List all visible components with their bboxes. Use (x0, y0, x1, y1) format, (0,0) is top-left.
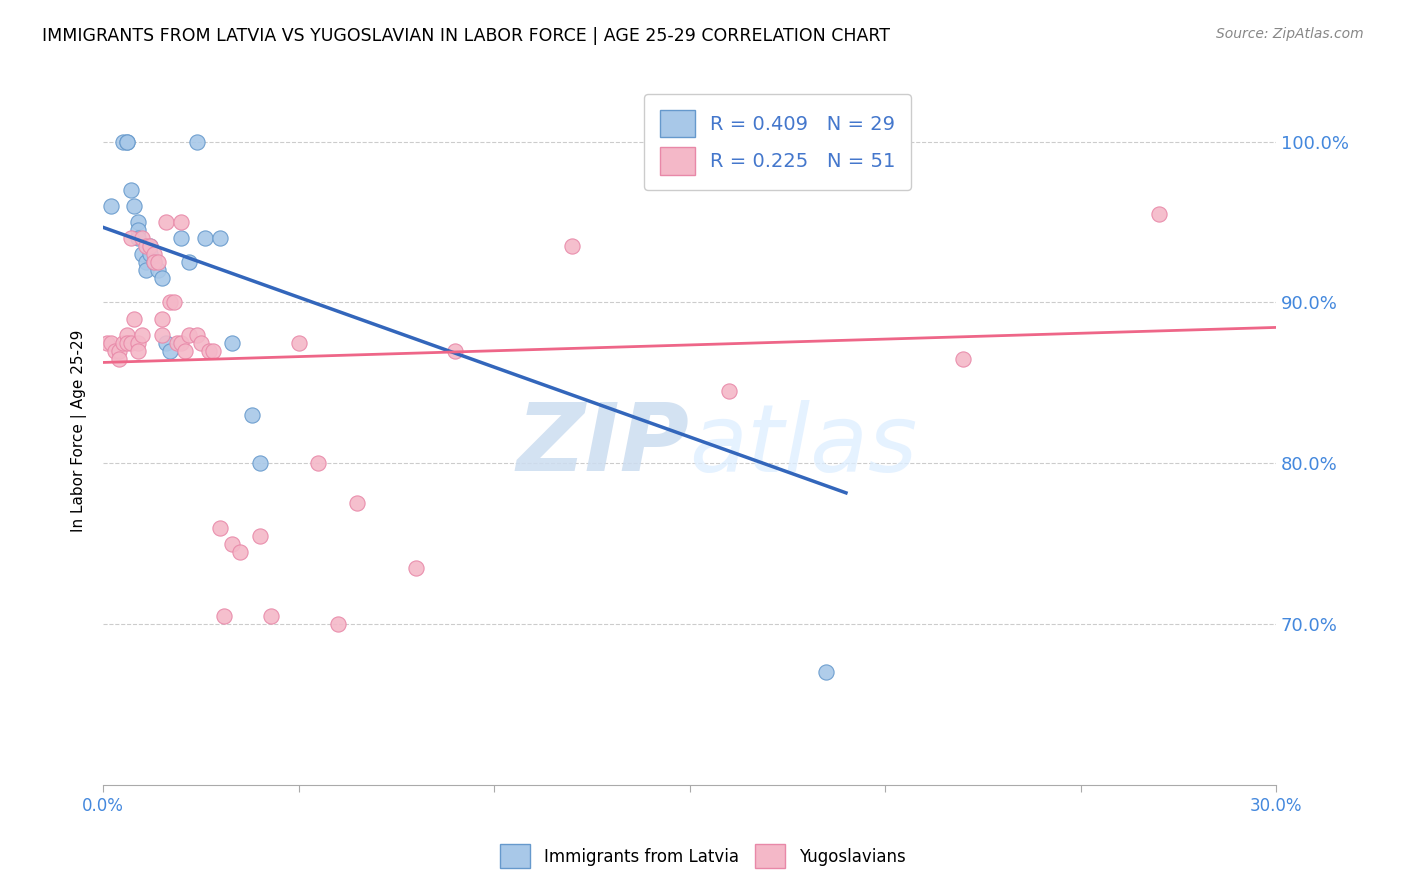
Point (150, 311, 173, 326)
Point (120, 335, 142, 350)
Point (186, 135, 208, 149)
Point (146, 263, 169, 277)
Point (561, 239, 583, 253)
Point (111, 135, 134, 149)
Point (190, 335, 212, 350)
Point (287, 335, 309, 350)
Point (170, 231, 193, 245)
Point (194, 231, 217, 245)
Point (139, 239, 162, 253)
Point (135, 255, 157, 269)
Point (143, 255, 166, 269)
Point (135, 263, 157, 277)
Point (159, 343, 181, 358)
Point (229, 544, 252, 558)
Point (186, 327, 208, 342)
Point (166, 335, 188, 350)
Point (260, 609, 283, 624)
Point (307, 456, 329, 470)
Point (120, 183, 142, 197)
Point (143, 255, 166, 269)
Point (221, 335, 243, 350)
Point (697, 135, 720, 149)
Point (170, 215, 193, 229)
Point (209, 231, 232, 245)
Point (131, 247, 153, 261)
Point (127, 335, 149, 350)
Point (179, 327, 201, 342)
Point (444, 343, 467, 358)
Point (127, 343, 149, 358)
Point (162, 295, 184, 310)
Point (197, 343, 219, 358)
Point (155, 215, 177, 229)
Point (174, 343, 197, 358)
Point (155, 335, 177, 350)
Point (135, 239, 157, 253)
Point (127, 223, 149, 237)
Point (139, 239, 162, 253)
Point (104, 343, 127, 358)
Point (221, 536, 243, 550)
Point (405, 560, 427, 574)
Point (249, 456, 271, 470)
Point (1147, 207, 1170, 221)
Legend: Immigrants from Latvia, Yugoslavians: Immigrants from Latvia, Yugoslavians (494, 838, 912, 875)
Point (115, 335, 138, 350)
Text: ZIP: ZIP (517, 400, 689, 491)
Text: atlas: atlas (689, 400, 918, 491)
Point (249, 528, 271, 542)
Point (108, 351, 131, 366)
Point (115, 327, 138, 342)
Point (815, 665, 838, 680)
Point (717, 384, 740, 398)
Text: Source: ZipAtlas.com: Source: ZipAtlas.com (1216, 27, 1364, 41)
Point (326, 617, 349, 632)
Point (96, 335, 118, 350)
Point (115, 135, 138, 149)
Point (127, 215, 149, 229)
Point (111, 335, 134, 350)
Text: IMMIGRANTS FROM LATVIA VS YUGOSLAVIAN IN LABOR FORCE | AGE 25-29 CORRELATION CHA: IMMIGRANTS FROM LATVIA VS YUGOSLAVIAN IN… (42, 27, 890, 45)
Point (100, 335, 122, 350)
Point (146, 255, 169, 269)
Point (240, 408, 263, 422)
Point (150, 327, 173, 342)
Point (150, 271, 173, 285)
Point (100, 199, 122, 213)
Point (209, 520, 232, 534)
Point (201, 343, 224, 358)
Point (159, 295, 181, 310)
Point (873, 135, 896, 149)
Point (124, 311, 146, 326)
Point (179, 255, 201, 269)
Y-axis label: In Labor Force | Age 25-29: In Labor Force | Age 25-29 (72, 330, 87, 533)
Point (131, 327, 153, 342)
Point (952, 351, 974, 366)
Point (346, 496, 368, 510)
Point (127, 231, 149, 245)
Point (124, 199, 146, 213)
Point (139, 247, 162, 261)
Point (120, 231, 142, 245)
Point (108, 343, 131, 358)
Legend: R = 0.409   N = 29, R = 0.225   N = 51: R = 0.409 N = 29, R = 0.225 N = 51 (644, 95, 911, 190)
Point (115, 135, 138, 149)
Point (143, 247, 166, 261)
Point (170, 335, 193, 350)
Point (131, 231, 153, 245)
Point (214, 609, 236, 624)
